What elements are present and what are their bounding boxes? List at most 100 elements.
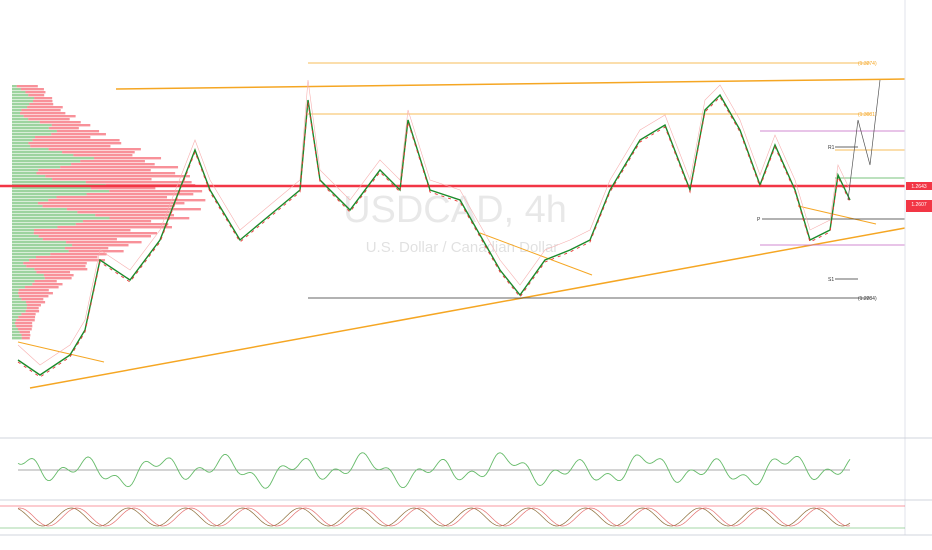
profile-bar bbox=[32, 283, 63, 286]
profile-bar bbox=[12, 241, 67, 244]
profile-bar bbox=[12, 307, 27, 310]
profile-bar bbox=[38, 169, 151, 172]
profile-bar bbox=[12, 190, 110, 193]
indicators bbox=[17, 452, 851, 527]
profile-bar bbox=[12, 283, 33, 286]
profile-bar bbox=[12, 331, 20, 334]
profile-bar bbox=[33, 232, 158, 235]
profile-bar bbox=[18, 289, 49, 292]
profile-bar bbox=[52, 178, 152, 181]
profile-bar bbox=[29, 103, 54, 106]
level-label: (1.3081) bbox=[858, 112, 877, 118]
rsi-line bbox=[17, 452, 851, 489]
profile-bar bbox=[12, 178, 53, 181]
price-tag-text: 1.2607 bbox=[911, 202, 927, 208]
profile-bar bbox=[12, 325, 17, 328]
profile-bar bbox=[12, 193, 87, 196]
profile-bar bbox=[20, 88, 44, 91]
profile-bar bbox=[19, 331, 30, 334]
profile-bar bbox=[26, 265, 86, 268]
profile-bar bbox=[25, 310, 40, 313]
profile-bar bbox=[12, 172, 37, 175]
profile-bar bbox=[37, 202, 185, 205]
projection bbox=[847, 79, 881, 201]
watermark-description: U.S. Dollar / Canadian Dollar bbox=[366, 239, 559, 256]
profile-bar bbox=[17, 328, 32, 331]
profile-bar bbox=[26, 307, 39, 310]
profile-bar bbox=[109, 190, 203, 193]
stoch-k bbox=[17, 507, 851, 527]
profile-bar bbox=[75, 223, 169, 226]
profile-bar bbox=[12, 166, 61, 169]
profile-bar bbox=[12, 202, 38, 205]
profile-bar bbox=[57, 226, 172, 229]
profile-bar bbox=[56, 196, 168, 199]
profile-bar bbox=[38, 235, 151, 238]
profile-bar bbox=[33, 229, 131, 232]
profile-bar bbox=[12, 277, 45, 280]
profile-bar bbox=[12, 115, 24, 118]
profile-bar bbox=[12, 298, 22, 301]
profile-bar bbox=[12, 247, 65, 250]
profile-bar bbox=[12, 274, 44, 277]
level-label: (1.2284) bbox=[858, 296, 877, 302]
profile-bar bbox=[12, 328, 18, 331]
trend-line bbox=[479, 232, 593, 276]
profile-bar bbox=[15, 322, 33, 325]
profile-bar bbox=[12, 316, 19, 319]
profile-bar bbox=[16, 325, 33, 328]
profile-bar bbox=[12, 139, 33, 142]
profile-bar bbox=[12, 226, 58, 229]
profile-bar bbox=[12, 310, 26, 313]
profile-bar bbox=[12, 103, 30, 106]
profile-bar bbox=[68, 250, 124, 253]
profile-bar bbox=[21, 313, 36, 316]
profile-bar bbox=[12, 271, 37, 274]
envelope-line bbox=[17, 79, 851, 366]
profile-bar bbox=[12, 220, 83, 223]
profile-bar bbox=[28, 142, 122, 145]
profile-bar bbox=[42, 205, 174, 208]
profile-bar bbox=[12, 232, 34, 235]
pivot-label: P bbox=[757, 217, 761, 223]
profile-bar bbox=[20, 112, 66, 115]
stoch-d bbox=[17, 507, 851, 527]
profile-bar bbox=[12, 187, 91, 190]
profile-bar bbox=[35, 136, 91, 139]
profile-bar bbox=[12, 262, 24, 265]
profile-bar bbox=[12, 157, 94, 160]
profile-bar bbox=[12, 295, 20, 298]
level-label: (1.3274) bbox=[858, 61, 877, 67]
profile-bar bbox=[39, 121, 81, 124]
profile-bar bbox=[12, 292, 19, 295]
profile-bar bbox=[36, 256, 98, 259]
profile-bar bbox=[42, 238, 117, 241]
profile-bar bbox=[12, 136, 36, 139]
profile-bar bbox=[12, 163, 72, 166]
profile-bar bbox=[12, 154, 74, 157]
profile-bar bbox=[12, 244, 73, 247]
profile-bar bbox=[82, 220, 152, 223]
profile-bar bbox=[12, 160, 81, 163]
profile-bar bbox=[12, 286, 25, 289]
profile-bar bbox=[23, 115, 76, 118]
profile-bar bbox=[86, 193, 194, 196]
trend-line bbox=[797, 205, 877, 225]
profile-bar bbox=[12, 127, 49, 130]
profile-bar bbox=[12, 337, 22, 340]
profile-bar bbox=[21, 109, 61, 112]
profile-bar bbox=[12, 256, 37, 259]
profile-bar bbox=[12, 208, 67, 211]
profile-bar bbox=[12, 223, 76, 226]
profile-bar bbox=[12, 145, 31, 148]
profile-bar bbox=[12, 94, 29, 97]
profile-bar bbox=[109, 217, 190, 220]
profile-bar bbox=[12, 238, 43, 241]
profile-bar bbox=[12, 100, 33, 103]
profile-bar bbox=[12, 259, 30, 262]
profile-bar bbox=[36, 172, 176, 175]
profile-bar bbox=[48, 127, 79, 130]
profile-bar bbox=[28, 118, 70, 121]
profile-bar bbox=[44, 277, 72, 280]
profile-bar bbox=[12, 148, 49, 151]
